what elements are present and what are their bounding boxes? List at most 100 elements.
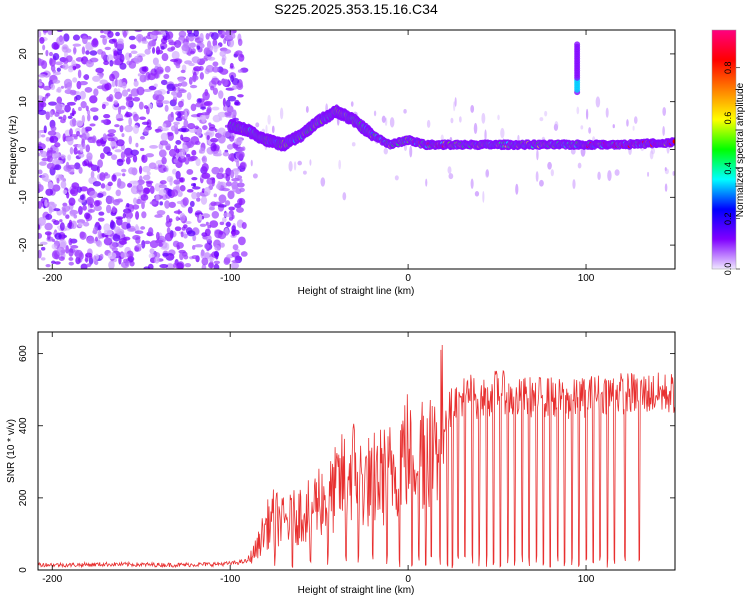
heatmap-noise-blob [218,90,224,99]
heatmap-noise-blob [163,35,167,41]
heatmap-noise-blob [168,255,175,259]
heatmap-noise-blob [52,69,56,73]
heatmap-noise-blob [56,67,61,72]
heatmap-noise-blob [57,86,62,93]
snr-x-axis-label: Height of straight line (km) [298,585,415,596]
heatmap-noise-blob [39,161,47,166]
heatmap-noise-blob [179,251,184,261]
heatmap-y-tick-label: 10 [18,96,29,108]
heatmap-noise-blob [166,83,176,92]
heatmap-noise-blob [111,154,118,160]
heatmap-noise-blob [168,148,177,157]
heatmap-noise-blob [96,192,104,198]
heatmap-noise-blob [114,91,123,100]
heatmap-faint-blob [585,108,589,120]
heatmap-noise-blob [208,206,215,211]
heatmap-noise-blob [45,136,50,142]
heatmap-y-tick-label: -10 [18,190,29,205]
heatmap-noise-blob [161,156,167,165]
heatmap-noise-blob [96,85,106,90]
heatmap-noise-blob [38,169,43,175]
heatmap-noise-blob [42,44,46,51]
heatmap-noise-blob [176,91,183,98]
heatmap-faint-blob [672,170,675,176]
heatmap-faint-blob [605,107,609,118]
heatmap-noise-blob [133,96,141,102]
heatmap-noise-blob [133,113,139,122]
heatmap-noise-blob [46,162,55,170]
heatmap-faint-blob [279,107,284,120]
heatmap-noise-blob [92,75,101,82]
heatmap-noise-blob [48,101,58,106]
heatmap-noise-blob [134,230,144,235]
heatmap-faint-blob [252,173,258,179]
heatmap-noise-blob [218,30,226,38]
heatmap-x-tick-label: -200 [42,273,62,284]
heatmap-noise-blob [45,49,49,57]
heatmap-faint-blob [389,117,395,128]
heatmap-noise-blob [74,249,83,259]
heatmap-noise-blob [38,82,43,87]
heatmap-noise-blob [54,142,61,148]
heatmap-noise-blob [99,34,106,39]
heatmap-noise-blob [164,104,169,112]
heatmap-noise-blob [111,174,117,182]
heatmap-noise-blob [121,89,129,97]
heatmap-noise-blob [128,135,133,145]
heatmap-noise-blob [95,221,100,226]
heatmap-noise-blob [165,263,175,269]
heatmap-noise-blob [160,45,165,50]
snr-line [38,344,675,569]
heatmap-noise-blob [164,200,170,209]
heatmap-noise-blob [136,86,145,96]
heatmap-noise-blob [72,65,77,71]
heatmap-noise-blob [223,258,231,265]
heatmap-noise-blob [225,174,231,182]
heatmap-noise-blob [41,60,48,69]
heatmap-faint-blob [550,169,554,177]
heatmap-noise-blob [104,172,108,176]
heatmap-noise-blob [113,50,118,56]
heatmap-noise-blob [107,137,115,142]
heatmap-noise-blob [183,224,188,229]
heatmap-noise-blob [162,252,169,257]
heatmap-noise-blob [92,115,99,121]
heatmap-noise-blob [96,139,102,147]
heatmap-noise-blob [227,32,236,40]
heatmap-faint-blob [394,175,399,181]
heatmap-noise-blob [159,201,163,206]
heatmap-noise-blob [237,38,243,46]
heatmap-noise-blob [184,263,192,268]
heatmap-noise-blob [192,234,197,242]
heatmap-noise-blob [169,218,173,223]
heatmap-faint-blob [305,105,309,113]
heatmap-noise-blob [205,32,210,40]
heatmap-noise-blob [126,250,134,259]
heatmap-noise-blob [143,266,151,269]
heatmap-noise-blob [47,130,57,136]
heatmap-noise-blob [109,140,117,147]
heatmap-noise-blob [85,252,93,258]
heatmap-noise-blob [222,78,229,87]
heatmap-noise-blob [105,196,115,204]
heatmap-noise-blob [203,100,213,107]
heatmap-faint-blob [265,124,268,134]
heatmap-noise-blob [66,191,70,199]
heatmap-noise-blob [85,50,90,55]
heatmap-noise-blob [241,146,246,152]
heatmap-faint-blob [662,126,665,136]
heatmap-noise-blob [40,151,48,158]
heatmap-noise-blob [91,38,99,48]
heatmap-noise-blob [54,164,62,171]
heatmap-noise-blob [168,201,176,208]
heatmap-noise-blob [191,149,197,156]
heatmap-noise-blob [54,261,61,265]
heatmap-noise-blob [116,139,125,147]
heatmap-noise-blob [93,88,99,97]
heatmap-noise-blob [89,203,94,208]
heatmap-noise-blob [38,57,42,66]
heatmap-noise-blob [166,31,174,40]
heatmap-x-axis-label: Height of straight line (km) [298,286,415,297]
heatmap-noise-blob [38,130,42,139]
heatmap-noise-blob [112,233,121,242]
